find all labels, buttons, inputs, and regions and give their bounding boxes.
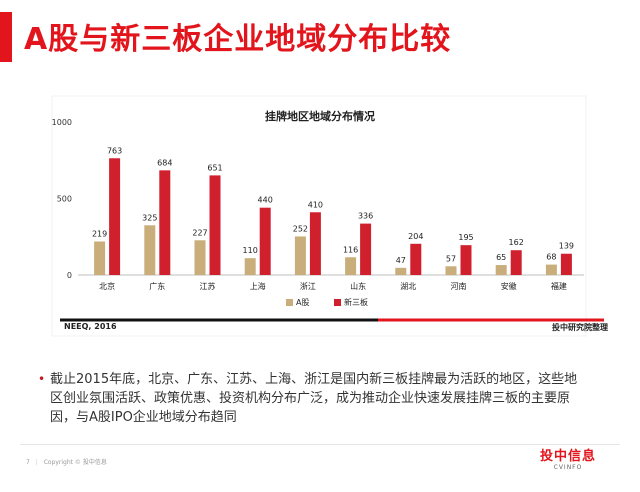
bar [309,212,321,275]
data-label: 139 [559,242,574,251]
bar [345,257,357,275]
bar [294,236,306,275]
bar [495,265,507,275]
slide-title: A股与新三板企业地域分布比较 [24,22,452,57]
data-label: 195 [458,233,473,242]
bar [510,250,522,275]
data-label: 47 [396,256,406,265]
footer-separator: | [35,459,38,466]
data-label: 440 [258,196,273,205]
bar [194,240,206,275]
bullet-dot-icon: • [38,372,46,386]
data-label: 227 [192,228,207,237]
x-tick-label: 河南 [451,281,467,291]
y-tick-label: 500 [57,195,72,204]
bar [244,258,256,275]
page-number: 7 [26,459,30,466]
bar [94,241,106,275]
bullet-point: • 截止2015年底，北京、广东、江苏、上海、浙江是国内新三板挂牌最为活跃的地区… [38,370,590,427]
x-tick-label: 江苏 [200,281,216,291]
x-tick-label: 北京 [99,281,115,291]
bar [445,266,457,275]
data-label: 204 [408,232,423,241]
bar [159,170,171,275]
x-tick-label: 浙江 [300,281,316,291]
legend-label: A股 [296,298,309,307]
x-tick-label: 上海 [250,281,266,291]
data-label: 651 [207,163,222,172]
bar [109,158,121,275]
y-tick-label: 1000 [52,118,72,127]
bar [259,207,271,275]
chart-legend: A股 新三板 [286,297,368,307]
y-tick-label: 0 [67,271,72,280]
footer-info: 7 | Copyright © 投中信息 [26,457,107,466]
bar-chart: 挂牌地区地域分布情况 0 500 1000 219 763 北京 325 684 广东 227 6… [51,95,604,337]
bars-group: 219 763 北京 325 684 广东 227 651 江苏 110 440 上海 252 410 浙江… [92,146,574,291]
data-label: 336 [358,212,373,221]
data-label: 325 [142,213,157,222]
bar [560,253,572,275]
data-label: 110 [243,246,258,255]
data-label: 252 [293,224,308,233]
data-label: 68 [546,253,556,262]
source-note: NEEQ, 2016 [64,322,117,331]
x-tick-label: 广东 [149,281,165,291]
legend-label: 新三板 [344,297,368,307]
company-logo: 投中信息 CVINFO [536,449,600,472]
data-label: 116 [343,245,358,254]
bullet-text: 截止2015年底，北京、广东、江苏、上海、浙江是国内新三板挂牌最为活跃的地区，这… [50,372,578,425]
y-axis-ticks: 0 500 1000 [52,118,72,280]
data-label: 57 [446,254,456,263]
logo-subtext: CVINFO [553,464,583,471]
data-label: 684 [157,158,172,167]
data-label: 763 [107,146,122,155]
copyright-text: Copyright © 投中信息 [43,459,107,466]
bar [209,175,221,275]
data-label: 65 [496,253,506,262]
legend-swatch [334,299,341,306]
bar [410,243,422,275]
logo-text: 投中信息 [539,449,596,464]
title-accent-bar [0,12,12,62]
bar [144,225,156,275]
chart-title: 挂牌地区地域分布情况 [265,109,375,123]
x-tick-label: 山东 [350,281,366,291]
data-label: 219 [92,229,107,238]
bar [460,245,472,275]
x-tick-label: 安徽 [501,281,517,291]
x-tick-label: 湖北 [400,282,416,291]
data-label: 162 [509,238,524,247]
data-label: 410 [308,200,323,209]
bar [395,267,407,275]
x-tick-label: 福建 [551,281,567,291]
footer-divider [20,444,620,445]
bar [360,223,372,275]
research-credit: 投中研究院整理 [552,323,608,332]
legend-swatch [286,299,293,306]
bar [545,264,557,275]
